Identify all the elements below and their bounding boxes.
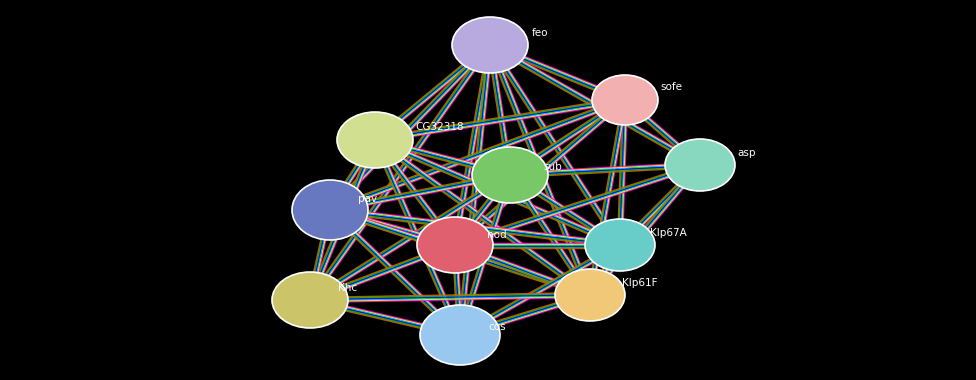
Ellipse shape [592,75,658,125]
Ellipse shape [472,147,548,203]
Ellipse shape [555,269,625,321]
Ellipse shape [417,217,493,273]
Text: CG32318: CG32318 [415,122,464,132]
Text: sub: sub [543,162,562,172]
Ellipse shape [292,180,368,240]
Ellipse shape [272,272,348,328]
Ellipse shape [337,112,413,168]
Text: pav: pav [358,194,377,204]
Ellipse shape [585,219,655,271]
Text: Klp67A: Klp67A [650,228,687,238]
Ellipse shape [452,17,528,73]
Text: cos: cos [488,322,506,332]
Ellipse shape [665,139,735,191]
Text: feo: feo [532,28,549,38]
Text: nod: nod [487,230,507,240]
Text: Klp61F: Klp61F [622,278,658,288]
Text: asp: asp [737,148,755,158]
Text: sofe: sofe [660,82,682,92]
Text: Khc: Khc [338,283,357,293]
Ellipse shape [420,305,500,365]
